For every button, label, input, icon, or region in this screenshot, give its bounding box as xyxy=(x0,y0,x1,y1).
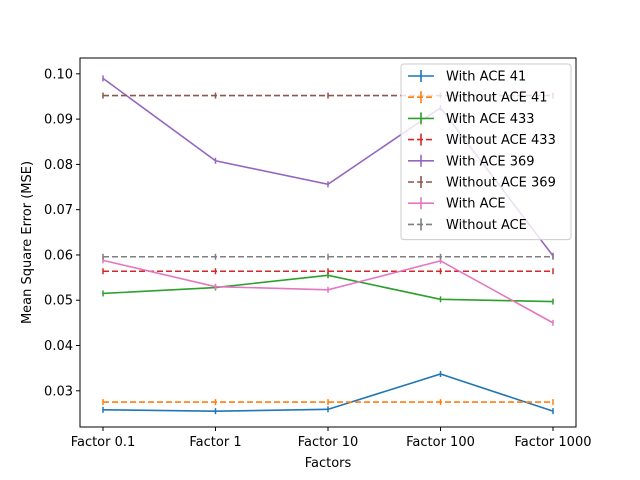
legend-label: Without ACE 41 xyxy=(446,91,548,106)
y-axis-label: Mean Square Error (MSE) xyxy=(20,161,35,324)
legend-label: With ACE 433 xyxy=(446,112,535,127)
series-without-ace-433 xyxy=(102,268,554,275)
y-axis: 0.03 0.04 0.05 0.06 0.07 0.08 0.09 0.10 xyxy=(44,67,80,399)
legend-label: With ACE 369 xyxy=(446,154,535,169)
y-tick-label: 0.09 xyxy=(44,113,73,128)
legend-label: With ACE 41 xyxy=(446,70,526,85)
legend-label: Without ACE 433 xyxy=(446,133,556,148)
legend-box xyxy=(400,63,572,241)
series-layer xyxy=(102,75,554,415)
legend-item: With ACE xyxy=(408,197,506,212)
x-tick-label: Factor 1 xyxy=(189,435,241,450)
y-tick-label: 0.06 xyxy=(44,248,73,263)
y-tick-label: 0.10 xyxy=(44,67,73,82)
legend-item: Without ACE 369 xyxy=(408,176,556,191)
y-tick-label: 0.08 xyxy=(44,158,73,173)
x-tick-label: Factor 100 xyxy=(406,435,475,450)
x-tick-label: Factor 1000 xyxy=(514,435,591,450)
x-tick-label: Factor 10 xyxy=(298,435,358,450)
legend-item: Without ACE xyxy=(408,218,527,233)
y-tick-label: 0.04 xyxy=(44,339,73,354)
y-tick-label: 0.05 xyxy=(44,294,73,309)
legend-item: With ACE 369 xyxy=(408,154,535,169)
x-axis-label: Factors xyxy=(305,456,352,471)
y-tick-label: 0.03 xyxy=(44,384,73,399)
series-without-ace-41 xyxy=(102,399,554,406)
legend-label: Without ACE 369 xyxy=(446,176,556,191)
y-tick-label: 0.07 xyxy=(44,203,73,218)
series-without-ace xyxy=(102,253,554,260)
x-tick-label: Factor 0.1 xyxy=(71,435,136,450)
x-axis: Factor 0.1 Factor 1 Factor 10 Factor 100 Fac… xyxy=(71,427,592,450)
legend-label: With ACE xyxy=(446,197,506,212)
legend-item: With ACE 433 xyxy=(408,112,535,127)
legend-item: Without ACE 41 xyxy=(408,91,548,106)
legend-item: Without ACE 433 xyxy=(408,133,556,148)
legend: With ACE 41 Without ACE 41 With ACE 433 Wit… xyxy=(400,63,572,241)
series-with-ace-41 xyxy=(102,371,554,415)
legend-label: Without ACE xyxy=(446,218,527,233)
legend-item: With ACE 41 xyxy=(408,70,526,85)
